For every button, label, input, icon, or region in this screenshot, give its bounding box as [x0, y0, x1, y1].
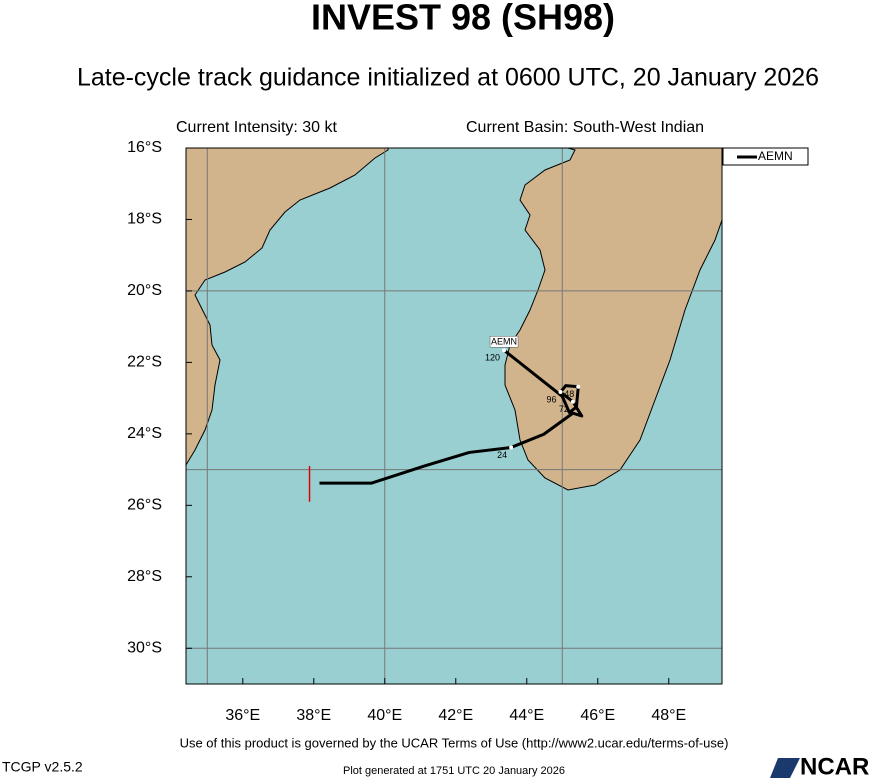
- legend: [722, 147, 809, 166]
- map-frame: [185, 147, 723, 685]
- track-point: [558, 390, 563, 395]
- x-tick-label: 48°E: [651, 707, 686, 724]
- footer: Use of this product is governed by the U…: [180, 735, 729, 750]
- track-point: [576, 384, 581, 389]
- hour-label: 72: [559, 404, 569, 414]
- hour-label: 120: [485, 353, 500, 363]
- generated: Plot generated at 1751 UTC 20 January 20…: [343, 765, 565, 777]
- y-tick-label: 16°S: [127, 139, 162, 156]
- x-tick-label: 44°E: [509, 707, 544, 724]
- track-point: [509, 445, 514, 450]
- track: [319, 349, 584, 485]
- y-tick-label: 20°S: [127, 282, 162, 299]
- madagascar: [504, 147, 723, 491]
- hour-label: 48: [564, 389, 574, 399]
- y-tick-label: 24°S: [127, 425, 162, 442]
- logo: NCAR: [800, 753, 869, 780]
- y-tick-label: 22°S: [127, 354, 162, 371]
- y-tick-label: 26°S: [127, 497, 162, 514]
- africa: [185, 147, 389, 467]
- subtitle: Late-cycle track guidance initialized at…: [77, 64, 819, 92]
- y-tick-label: 28°S: [127, 568, 162, 585]
- y-tick-label: 30°S: [127, 639, 162, 656]
- title: INVEST 98 (SH98): [311, 0, 615, 38]
- track-point: [502, 348, 507, 353]
- track-tag-box: [489, 336, 519, 348]
- basin: Current Basin: South-West Indian: [466, 119, 704, 136]
- legend-label: AEMN: [758, 149, 793, 163]
- hour-label: 24: [497, 450, 507, 460]
- logo-mark: [770, 758, 800, 778]
- track-tag: AEMN: [491, 337, 517, 347]
- x-tick-label: 42°E: [438, 707, 473, 724]
- y-tick-label: 18°S: [127, 211, 162, 228]
- x-tick-label: 40°E: [367, 707, 402, 724]
- version: TCGP v2.5.2: [2, 759, 83, 775]
- grid: [186, 148, 722, 684]
- hour-label: 96: [546, 394, 556, 404]
- intensity: Current Intensity: 30 kt: [176, 119, 338, 136]
- x-tick-label: 38°E: [296, 707, 331, 724]
- x-tick-label: 46°E: [580, 707, 615, 724]
- track-point: [570, 399, 575, 404]
- x-tick-label: 36°E: [225, 707, 260, 724]
